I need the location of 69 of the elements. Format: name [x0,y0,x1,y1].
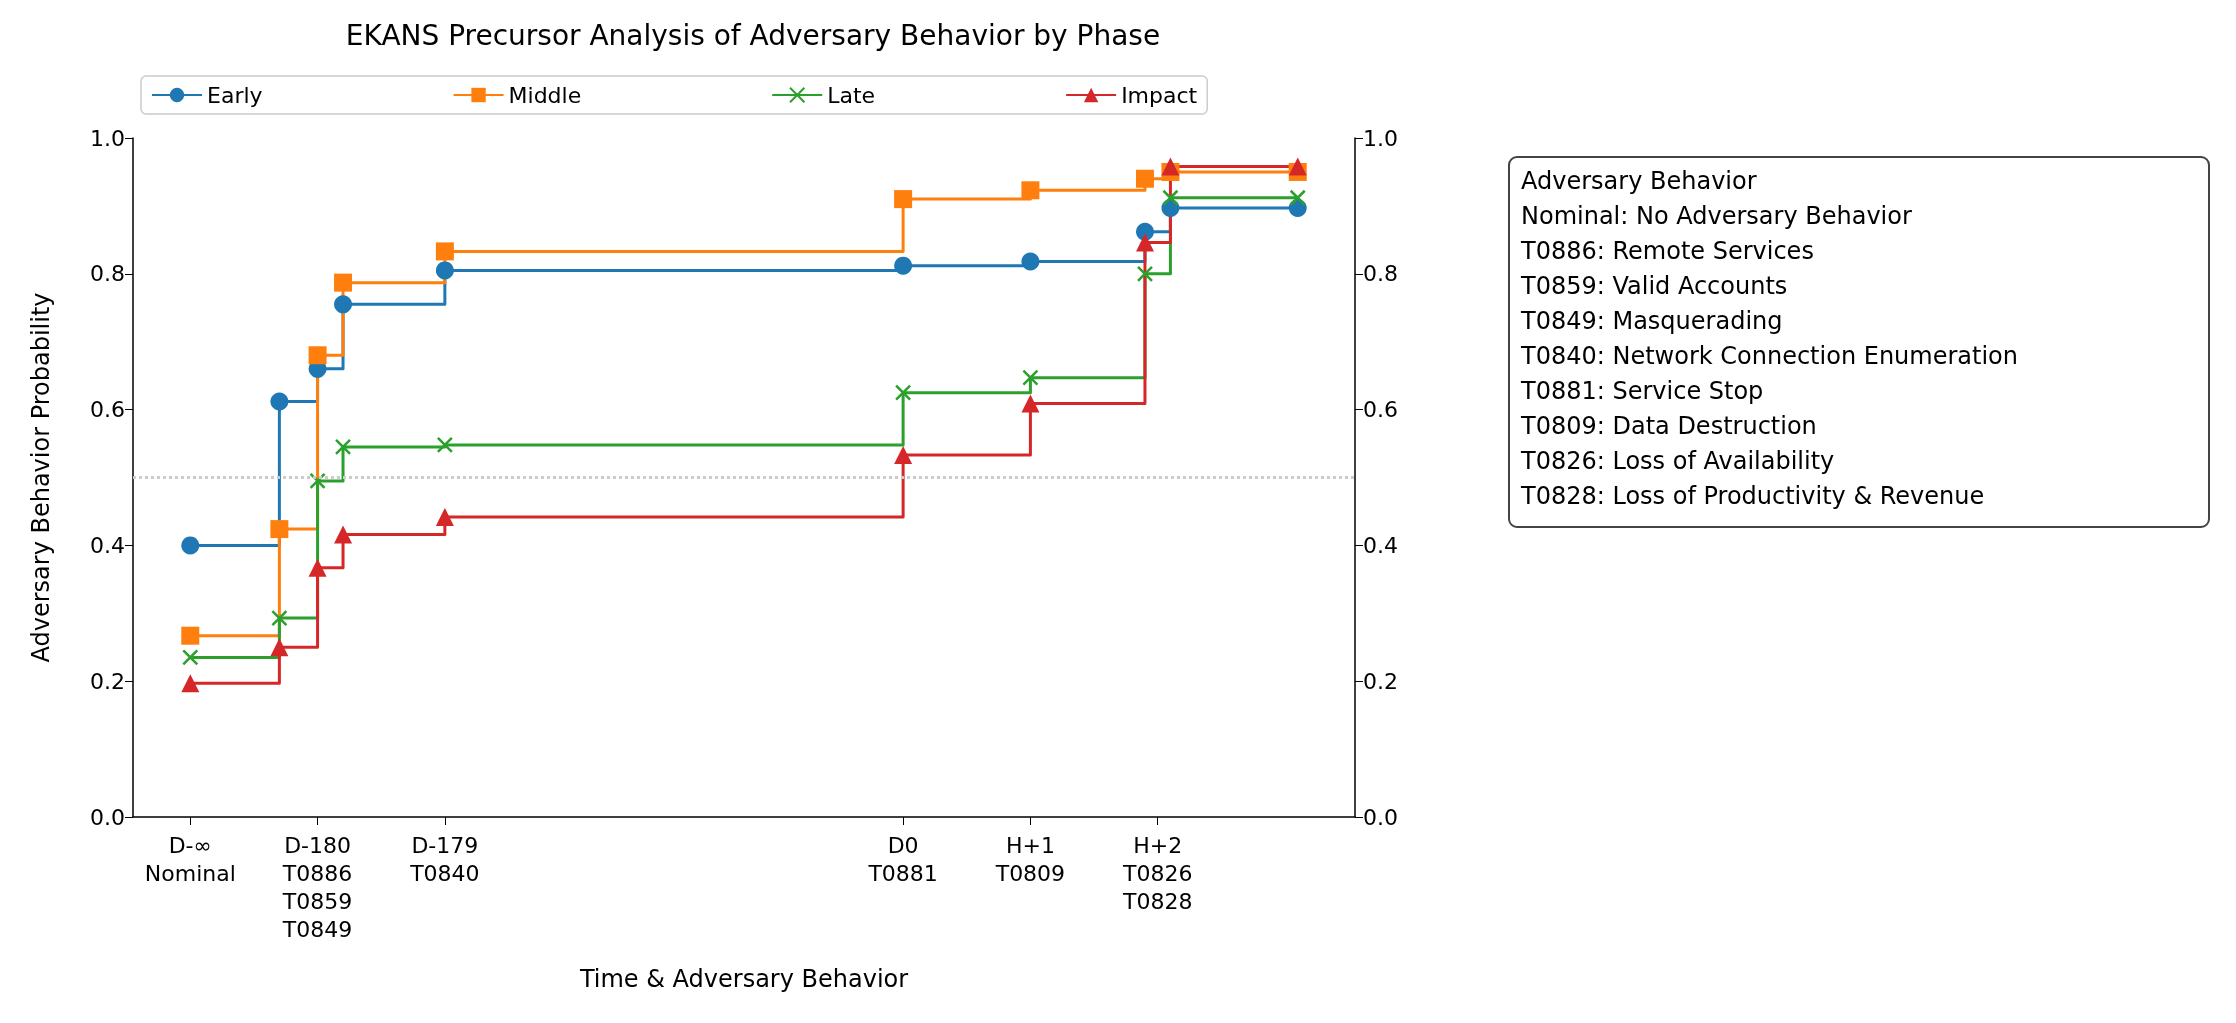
y2-tick-label: 0.8 [1363,261,1398,287]
text: Nominal: No Adversary Behavior [1521,202,1912,230]
point [308,558,327,577]
point [1021,181,1040,200]
point [436,436,454,454]
point [435,242,454,261]
y-tick-label: 0.0 [90,804,125,830]
point [1135,169,1154,188]
chart-title: EKANS Precursor Analysis of Adversary Behavior by Phase [345,18,1161,52]
x-tick-label: D-179 T0840 [409,832,480,886]
legend-label: Impact [1121,82,1198,108]
text: Adversary Behavior [1521,167,1757,195]
point [1161,157,1180,176]
text: T0840: Network Connection Enumeration [1520,342,2018,370]
y-tick-label: 0.2 [90,668,125,694]
point [334,273,353,292]
point [334,438,352,456]
point [182,649,199,666]
x-tick-label: D-∞ Nominal [144,832,236,886]
point [435,261,454,280]
point [181,536,200,555]
point [1135,222,1154,241]
x-axis-title: Time & Adversary Behavior [578,965,909,993]
text: T0809: Data Destruction [1520,412,1817,440]
point [1289,189,1306,206]
y-tick-label: 0.6 [90,397,125,423]
text: T0828: Loss of Productivity & Revenue [1520,482,1985,510]
legend-label: Late [827,82,876,108]
point [894,384,912,401]
y2-tick-label: 0.2 [1363,668,1398,694]
point [1021,394,1040,413]
text: T0881: Service Stop [1520,377,1764,405]
y2-tick-label: 0.6 [1363,397,1398,423]
x-tick-label: H+2 T0826 T0828 [1121,832,1193,914]
y2-tick-label: 0.4 [1363,532,1398,558]
y-tick-label: 0.4 [90,532,125,558]
text: T0859: Valid Accounts [1520,272,1788,300]
point [1162,189,1179,206]
x-tick-label: D0 T0881 [867,832,938,886]
point [271,609,288,627]
point [894,446,913,465]
x-tick-label: D-180 T0886 T0859 T0849 [281,832,353,942]
x-tick-label: H+1 T0809 [994,832,1066,886]
point [435,507,454,526]
legend-label: Early [207,82,263,108]
y2-tick-label: 1.0 [1363,125,1398,151]
text: T0826: Loss of Availability [1520,447,1835,475]
text: T0886: Remote Services [1520,237,1814,265]
point [1022,369,1039,386]
point [894,256,913,275]
point [270,392,289,411]
point [1136,265,1154,283]
point [308,346,327,365]
point [181,674,200,693]
point [334,525,353,544]
point [1021,252,1040,271]
point [1288,157,1307,176]
point [334,295,353,314]
point [270,638,289,657]
y-tick-label: 1.0 [90,125,125,151]
point [1135,233,1154,252]
point [894,190,913,209]
point [270,520,289,539]
y2-tick-label: 0.0 [1363,804,1398,830]
legend-label: Middle [508,82,582,108]
y-tick-label: 0.8 [90,261,125,287]
point [181,626,200,645]
y-axis-title: Adversary Behavior Probability [27,292,55,663]
text: T0849: Masquerading [1520,307,1783,335]
